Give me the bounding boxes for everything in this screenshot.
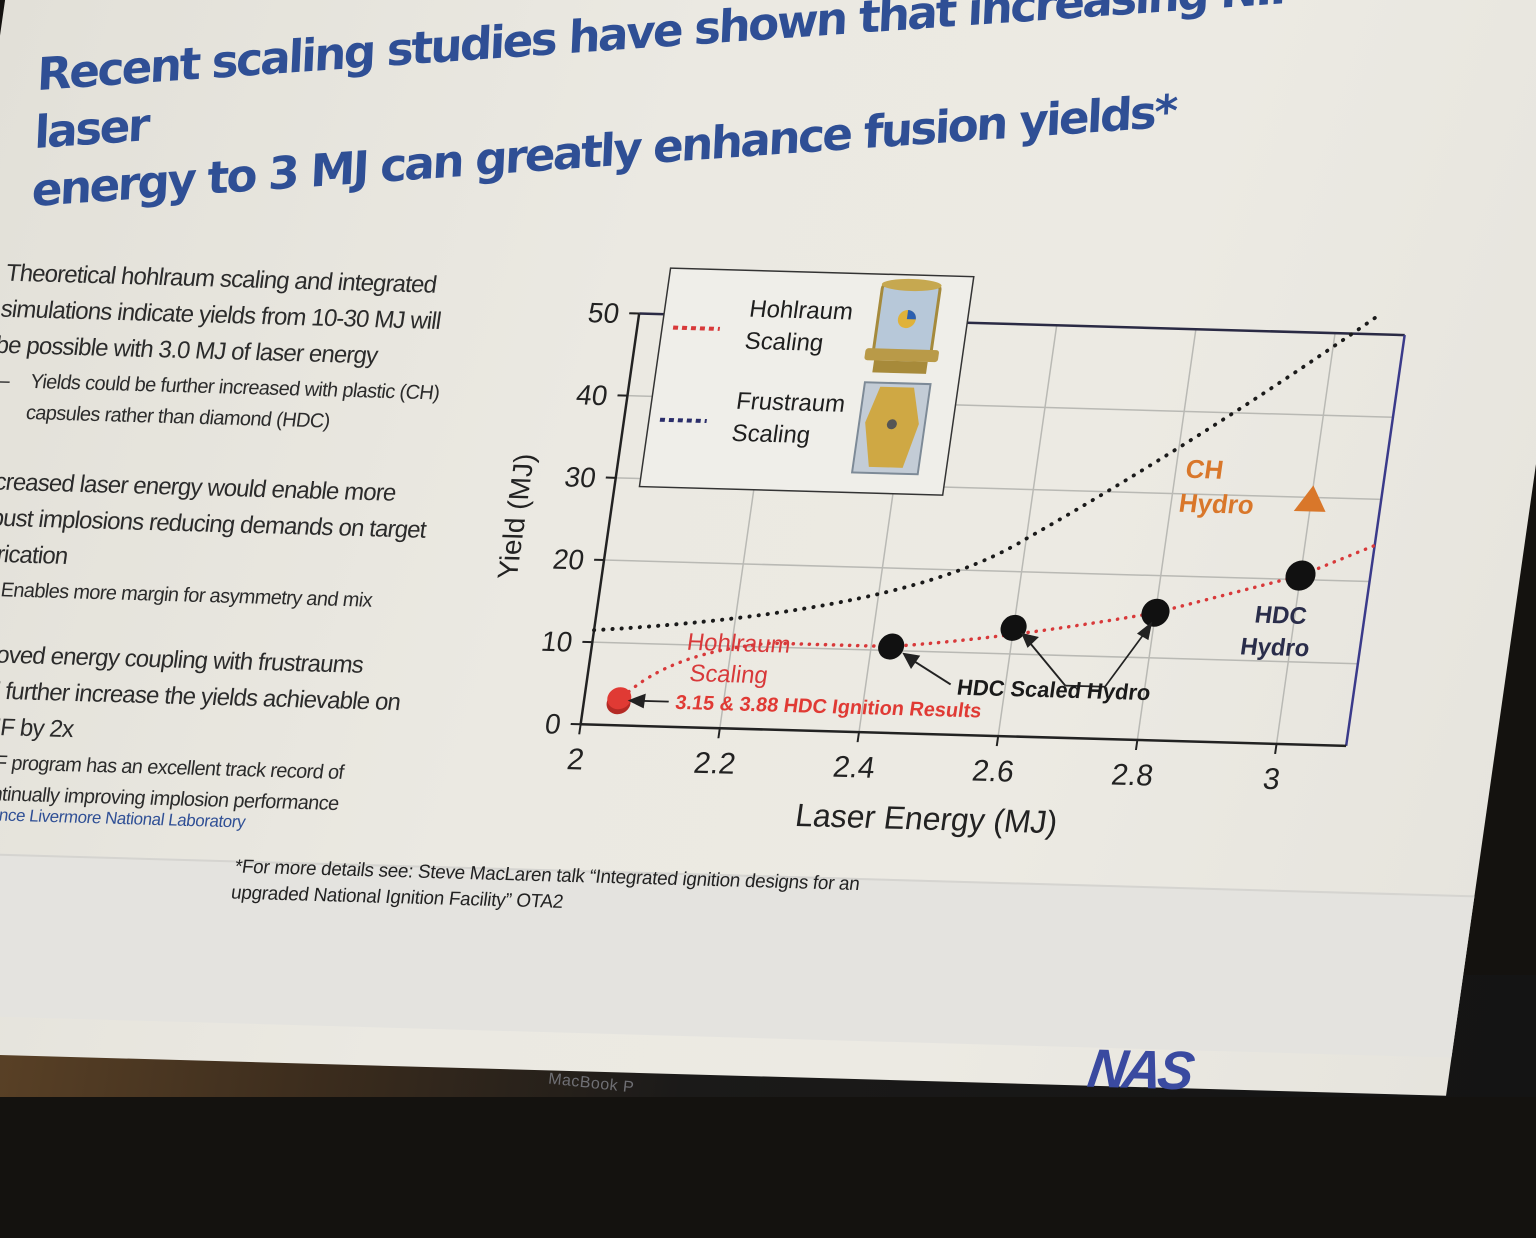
frustraum-target-icon (852, 382, 930, 474)
x-tick-label: 2.2 (692, 747, 738, 781)
hdc-scaled-hydro-point (876, 633, 906, 660)
slide-perspective: Recent scaling studies have shown that i… (0, 0, 1536, 1028)
y-tick-label: 0 (543, 708, 563, 739)
hdc-scaled-hydro-label: HDC Scaled Hydro (955, 675, 1152, 705)
x-tick-label: 2.6 (970, 755, 1016, 789)
y-tick-labels: 0 10 20 30 40 50 (528, 297, 622, 740)
bullet-item: Increased laser energy would enable more… (0, 464, 456, 586)
x-tick-label: 2.4 (831, 751, 877, 785)
x-ticks (579, 724, 1276, 754)
slide: Recent scaling studies have shown that i… (0, 0, 1536, 1096)
y-axis-label: Yield (MJ) (492, 453, 541, 579)
slide-title: Recent scaling studies have shown that i… (31, 0, 1343, 220)
ignition-results-label: 3.15 & 3.88 HDC Ignition Results (674, 692, 983, 723)
dash-marker-icon: – (0, 366, 11, 397)
legend-label-hohlraum: Hohlraum (748, 296, 855, 326)
y-ticks (571, 313, 639, 724)
legend-label-hohlraum: Scaling (743, 328, 825, 357)
x-tick-label: 2 (565, 743, 586, 776)
hdc-hydro-label: HDC (1253, 602, 1309, 630)
legend-label-frustraum: Scaling (730, 420, 812, 449)
yield-vs-laser-energy-chart: 0 10 20 30 40 50 2 2.2 2.4 2.6 2.8 3 Las… (443, 250, 1443, 877)
bullet-list: Theoretical hohlraum scaling and integra… (9, 256, 526, 271)
chart-legend: Hohlraum Scaling Frustraum Scaling (639, 268, 973, 495)
hohlraum-scaling-annotation: Hohlraum Scaling (681, 629, 793, 690)
y-tick-label: 10 (539, 626, 574, 658)
sub-bullet-item: – Yields could be further increased with… (24, 367, 490, 442)
ch-hydro-label: Hydro (1177, 488, 1256, 520)
hdc-hydro-point (1283, 560, 1317, 591)
y-tick-label: 20 (551, 544, 586, 576)
x-axis-label: Laser Energy (MJ) (793, 797, 1060, 840)
y-tick-label: 50 (586, 297, 621, 329)
bullet-item: Theoretical hohlraum scaling and integra… (0, 256, 486, 378)
ch-hydro-label: CH (1184, 454, 1226, 485)
legend-label-frustraum: Frustraum (735, 388, 847, 418)
x-tick-label: 2.8 (1109, 759, 1155, 793)
bullet-item: Improved energy coupling with frustraums… (0, 636, 432, 758)
y-tick-label: 40 (574, 379, 609, 411)
svg-text:Scaling: Scaling (688, 660, 770, 689)
svg-text:Hohlraum: Hohlraum (685, 629, 792, 659)
hdc-hydro-label: Hydro (1239, 633, 1312, 662)
x-tick-labels: 2 2.2 2.4 2.6 2.8 3 (565, 743, 1282, 796)
nas-logo: NAS (1084, 1037, 1194, 1102)
x-tick-label: 3 (1261, 763, 1282, 796)
hdc-scaled-hydro-point (1140, 598, 1172, 627)
y-tick-label: 30 (563, 461, 598, 493)
